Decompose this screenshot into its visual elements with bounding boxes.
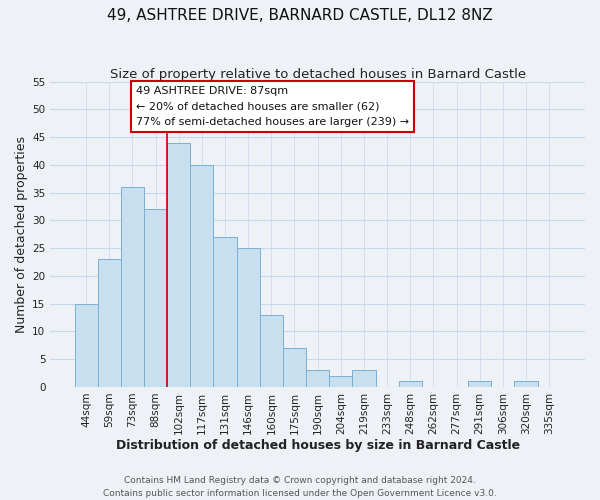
Text: 49, ASHTREE DRIVE, BARNARD CASTLE, DL12 8NZ: 49, ASHTREE DRIVE, BARNARD CASTLE, DL12 …	[107, 8, 493, 22]
Bar	[190, 165, 214, 387]
Bar	[260, 315, 283, 387]
Bar	[74, 304, 98, 387]
Bar	[121, 187, 144, 387]
Bar	[283, 348, 306, 387]
Bar	[98, 260, 121, 387]
Bar	[329, 376, 352, 387]
Bar	[144, 210, 167, 387]
X-axis label: Distribution of detached houses by size in Barnard Castle: Distribution of detached houses by size …	[116, 440, 520, 452]
Title: Size of property relative to detached houses in Barnard Castle: Size of property relative to detached ho…	[110, 68, 526, 80]
Bar	[306, 370, 329, 387]
Bar	[236, 248, 260, 387]
Bar	[514, 382, 538, 387]
Bar	[167, 142, 190, 387]
Y-axis label: Number of detached properties: Number of detached properties	[15, 136, 28, 333]
Bar	[214, 237, 236, 387]
Bar	[352, 370, 376, 387]
Text: Contains HM Land Registry data © Crown copyright and database right 2024.
Contai: Contains HM Land Registry data © Crown c…	[103, 476, 497, 498]
Bar	[468, 382, 491, 387]
Bar	[398, 382, 422, 387]
Text: 49 ASHTREE DRIVE: 87sqm
← 20% of detached houses are smaller (62)
77% of semi-de: 49 ASHTREE DRIVE: 87sqm ← 20% of detache…	[136, 86, 409, 128]
